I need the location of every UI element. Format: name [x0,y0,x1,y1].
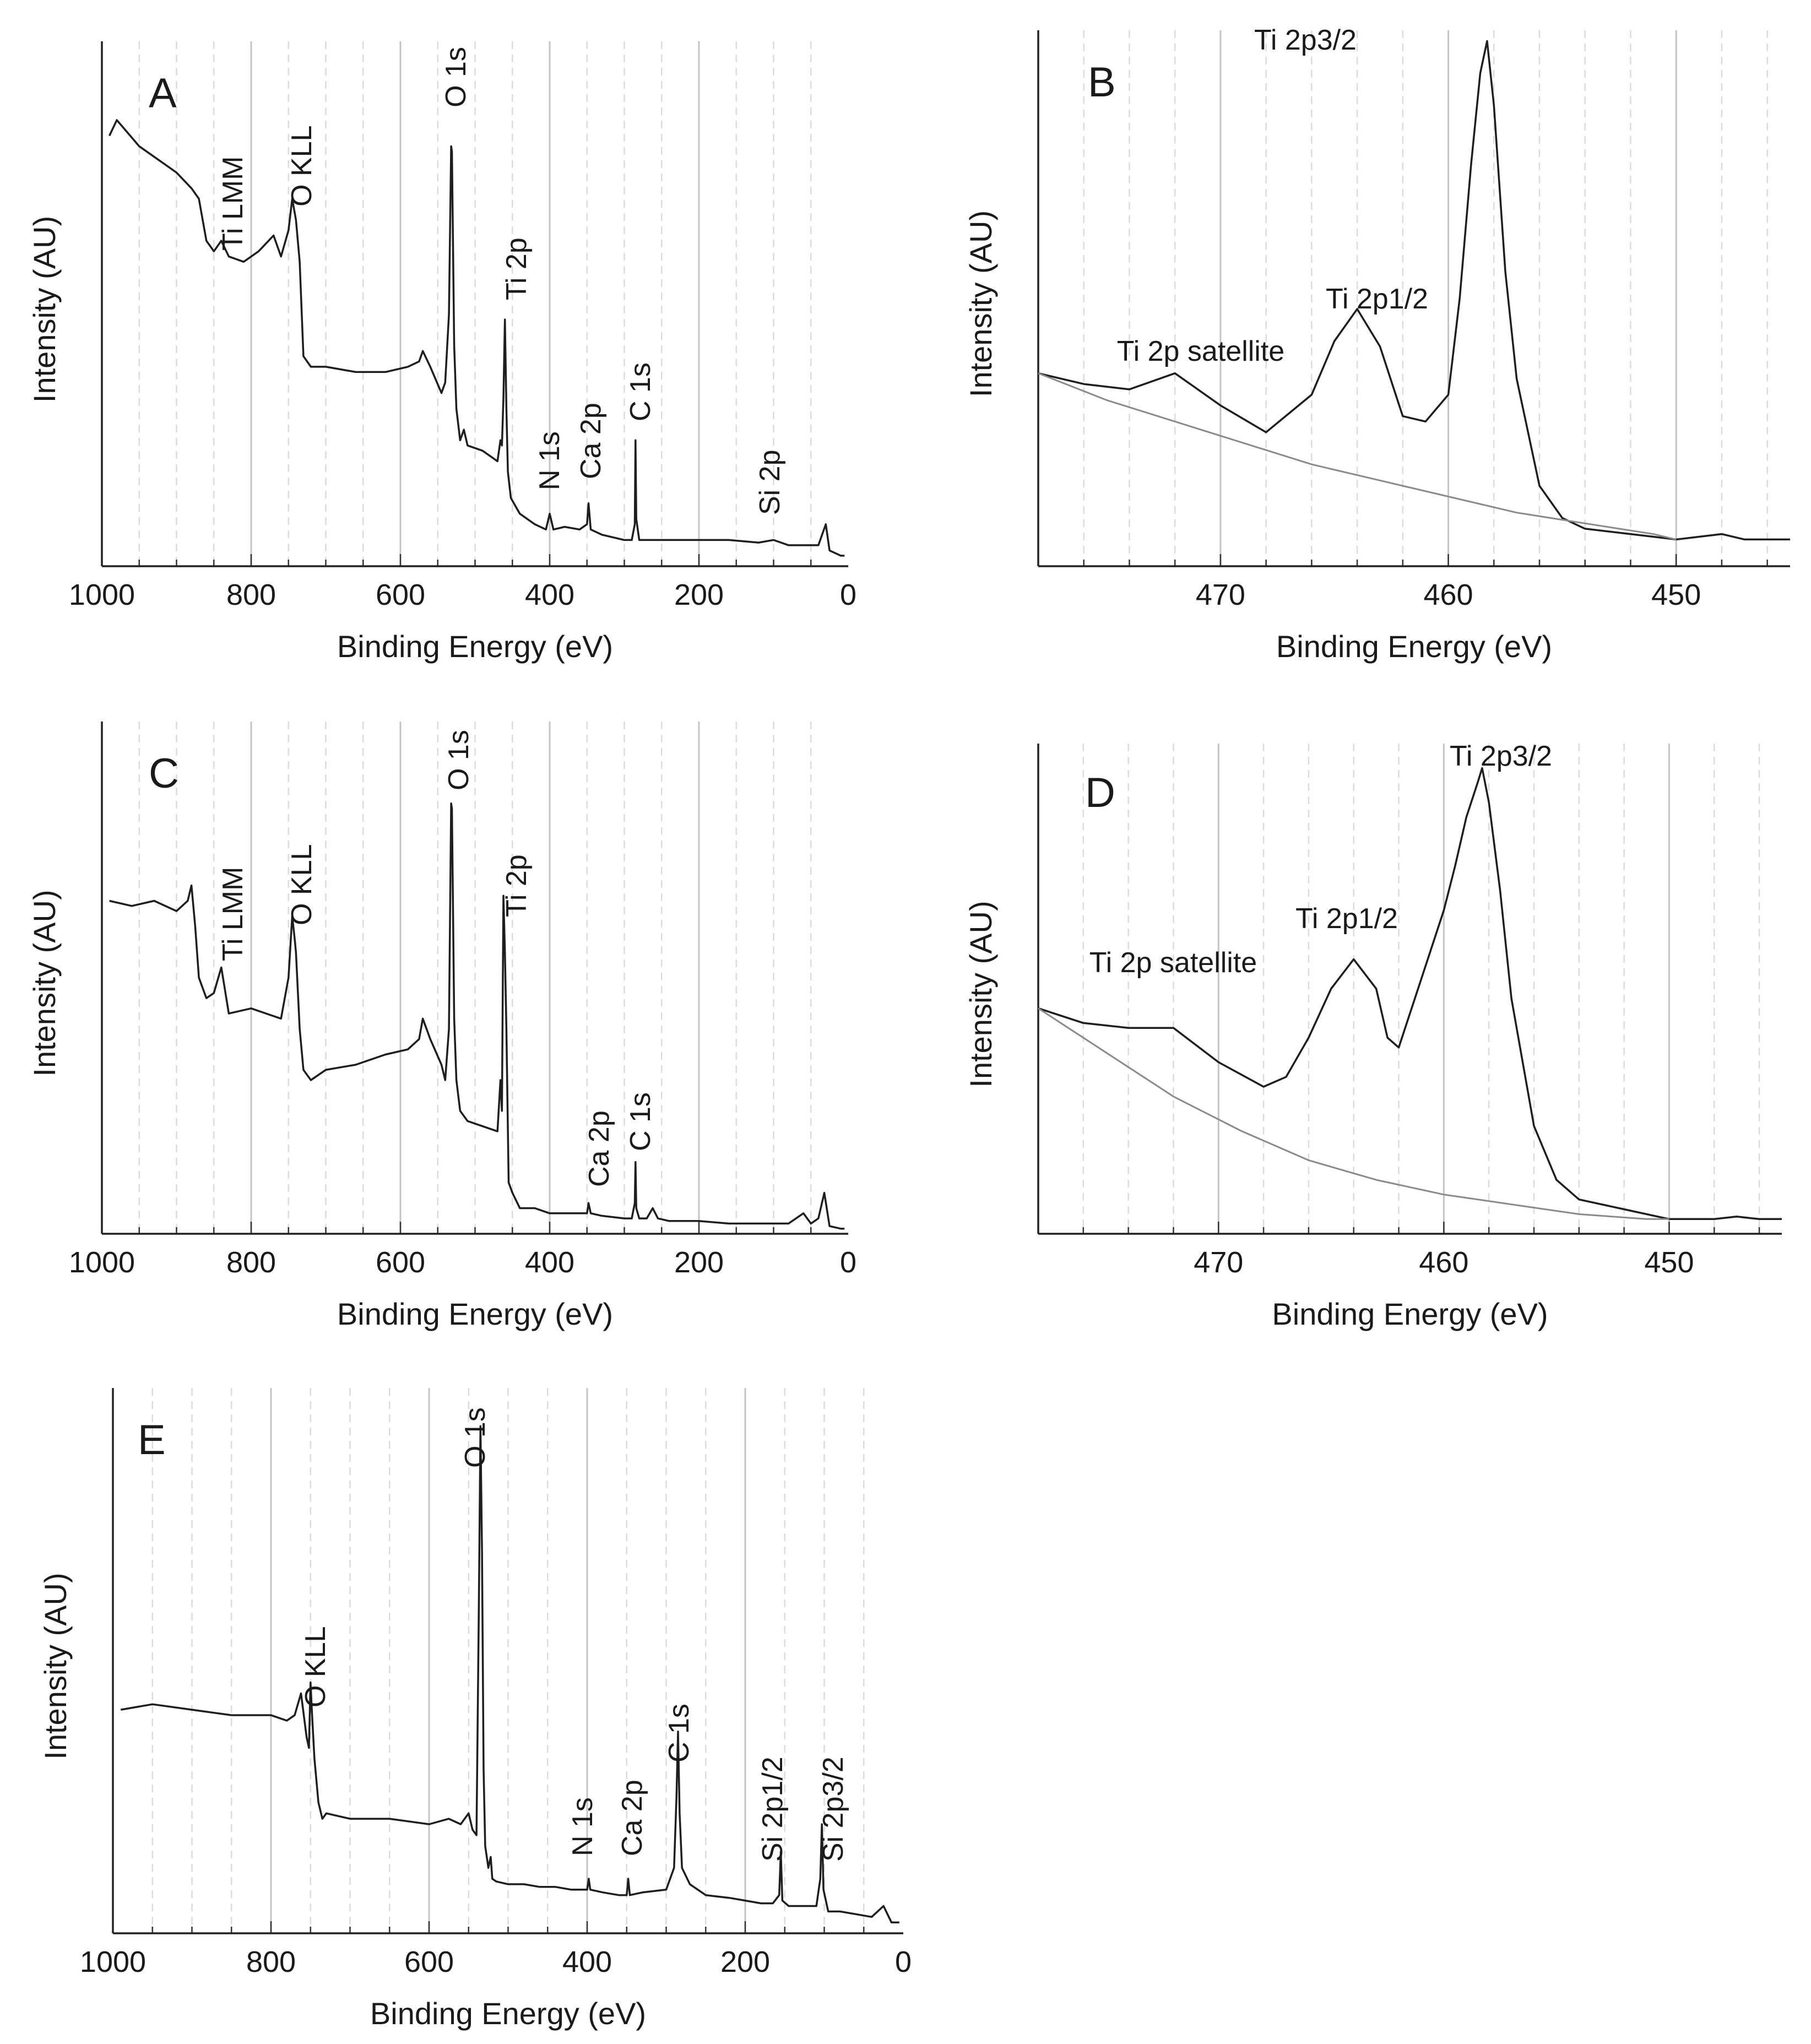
panel-letter: D [1085,769,1115,816]
panel-letter: A [149,70,177,117]
series-line [121,1425,899,1923]
peak-label: C 1s [625,362,657,421]
x-axis-title: Binding Energy (eV) [1276,629,1552,664]
series-line-background [1038,1007,1669,1220]
panel-e: 1000 800 600 400 200 0 Binding Energy (eV) Inte… [38,1388,912,2031]
peak-label: Ca 2p [583,1110,615,1187]
peak-label: C 1s [663,1704,695,1763]
peak-label: O KLL [286,844,318,925]
peak-label: Ti 2p [501,237,533,300]
series-line-measured [1038,40,1790,541]
panel-letter: C [149,750,179,797]
x-tick-label: 600 [376,1246,425,1279]
peak-label: Ti 2p3/2 [1254,24,1357,56]
peak-label: O 1s [459,1407,491,1468]
x-tick-label: 400 [562,1945,612,1978]
panel-b: 470 460 450 Binding Energy (eV) Intensity (A… [963,24,1790,664]
peak-label: Si 2p [754,449,786,515]
peak-label: N 1s [567,1797,599,1856]
peak-label: Ca 2p [616,1780,648,1856]
x-tick-label: 0 [840,1246,856,1279]
peak-label: O KLL [286,126,318,207]
x-tick-label: 470 [1196,578,1245,611]
x-axis-title: Binding Energy (eV) [337,1297,613,1331]
peak-label: Ti 2p [501,854,533,917]
x-tick-label: 470 [1194,1246,1243,1279]
panel-letter: E [138,1417,166,1463]
x-tick-label: 800 [226,1246,276,1279]
x-tick-label: 800 [246,1945,296,1978]
peak-label: Ti LMM [217,156,249,251]
x-tick-label: 1000 [80,1945,146,1978]
x-tick-label: 200 [674,1246,724,1279]
peak-label: Ca 2p [575,403,607,479]
x-tick-label: 460 [1423,578,1473,611]
x-tick-label: 0 [840,578,856,611]
panel-d: 470 460 450 Binding Energy (eV) Intensity (A… [963,740,1782,1331]
peak-label: N 1s [534,431,566,490]
y-axis-title: Intensity (AU) [27,216,62,403]
x-tick-label: 450 [1644,1246,1694,1279]
peak-label: C 1s [625,1092,657,1151]
peak-label: Ti 2p1/2 [1295,903,1398,935]
x-tick-label: 460 [1419,1246,1468,1279]
x-tick-label: 200 [674,578,724,611]
y-axis-title: Intensity (AU) [27,890,62,1076]
x-tick-label: 400 [525,578,574,611]
x-tick-label: 200 [720,1945,770,1978]
y-axis-title: Intensity (AU) [963,210,998,397]
x-tick-label: 450 [1651,578,1701,611]
panel-c: 1000 800 600 400 200 0 Binding Energy (eV) Inte… [27,722,856,1331]
x-tick-label: 1000 [69,1246,135,1279]
series-line-background [1038,372,1677,540]
peak-label: Si 2p3/2 [817,1756,849,1862]
peak-label: Ti 2p1/2 [1326,283,1428,315]
x-tick-label: 400 [525,1246,574,1279]
y-axis-title: Intensity (AU) [963,901,998,1087]
x-tick-label: 1000 [69,578,135,611]
y-axis-title: Intensity (AU) [38,1573,73,1759]
panel-a: 1000 800 600 400 200 0 Binding Energy (eV) Inte… [27,41,856,664]
peak-label: Ti 2p satellite [1117,335,1284,367]
peak-label: O 1s [443,730,475,790]
x-tick-label: 800 [226,578,276,611]
x-axis-title: Binding Energy (eV) [337,629,613,664]
series-line-measured [1038,767,1782,1221]
peak-label: Ti 2p satellite [1089,947,1257,979]
peak-label: Ti LMM [217,867,249,961]
x-tick-label: 0 [895,1945,912,1978]
peak-label: O KLL [300,1626,332,1707]
panel-letter: B [1088,59,1116,106]
x-axis-title: Binding Energy (eV) [370,1996,646,2031]
x-axis-title: Binding Energy (eV) [1272,1297,1548,1331]
peak-label: O 1s [440,47,472,107]
peak-label: Si 2p1/2 [757,1756,789,1862]
peak-label: Ti 2p3/2 [1450,740,1552,772]
series-line [109,119,845,557]
x-tick-label: 600 [376,578,425,611]
series-line [109,803,845,1230]
x-tick-label: 600 [404,1945,454,1978]
